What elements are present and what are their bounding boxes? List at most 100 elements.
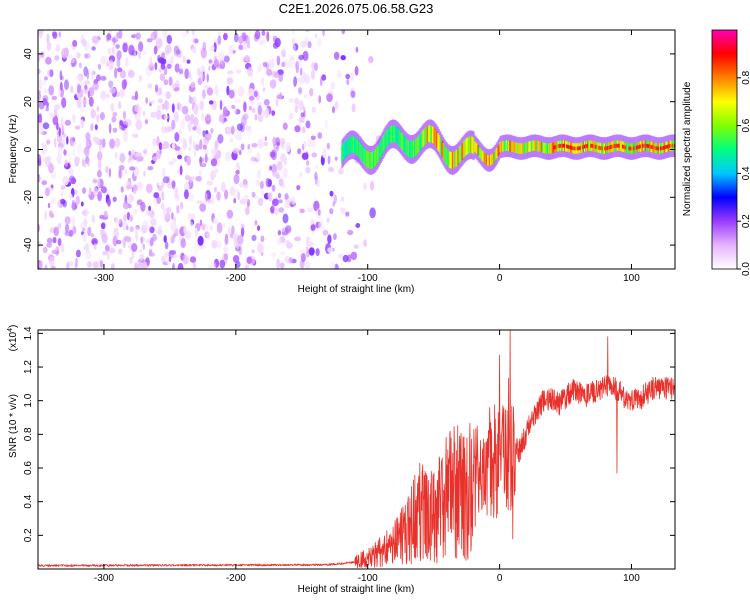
spectrogram-cell [347,138,350,155]
y-tick-label: 20 [23,96,34,108]
y-tick-label: -20 [23,190,34,205]
spectrogram-cell [326,217,330,223]
spectrogram-cell [40,51,45,58]
spectrogram-cell [159,104,164,112]
spectrogram-cell [326,93,333,102]
spectrogram-cell [70,58,75,64]
spectrogram-cell [46,237,53,244]
spectrogram-cell [233,133,238,140]
spectrogram-cell [436,131,438,149]
spectrogram-cell [413,140,415,158]
spectrogram-cell [214,140,219,150]
spectrogram-cell [185,175,191,181]
spectrogram-cell [644,143,646,148]
spectrogram-cell [48,112,56,118]
spectrogram-cell [161,167,166,178]
spectrogram-cell [181,118,185,130]
spectrogram-cell [303,140,307,150]
spectrogram-cell [354,66,359,76]
spectrogram-cell [147,83,153,89]
spectrogram-cell [663,145,665,150]
spectrogram-cell [538,141,541,152]
spectrogram-cell [90,108,96,119]
spectrogram-cell [138,75,143,82]
spectrogram-cell [107,30,112,34]
spectrogram-cell [206,73,209,83]
spectrogram-cell [63,149,67,156]
snr-frame [37,329,676,570]
spectrogram-cell [407,140,410,157]
spectrogram-cell [39,260,44,269]
spectrogram-cell [520,143,523,154]
spectrogram-cell [561,143,564,148]
spectrogram-cell [465,138,468,155]
colorbar-tick-label: 0.8 [741,70,750,84]
spectrogram-cell [114,137,121,148]
spectrogram-cell [108,81,113,87]
spectrogram-cell [146,38,153,43]
x-tick-label: -100 [358,573,378,584]
spectrogram-cell [168,76,173,86]
spectrogram-cell [591,143,593,148]
x-tick-label: -300 [94,273,114,284]
spectrogram-cell [329,208,334,215]
spectrogram-cell [269,151,276,158]
spectrogram-cell [661,146,663,151]
spectrogram-cell [178,68,184,75]
spectrogram-cell [148,248,153,257]
spectrogram-cell [417,136,419,154]
spectrogram-cell [651,145,654,149]
spectrogram-cell [235,69,242,74]
spectrogram-cell [300,40,307,48]
spectrogram-cell [72,148,75,157]
spectrogram-cell [305,120,311,129]
spectrogram-cell [310,135,316,141]
spectrogram-cell [522,143,525,154]
spectrogram-cell [226,126,233,135]
spectrogram-cell [367,151,370,169]
spectrogram-cell [386,129,389,147]
spectrogram-cell [482,151,485,163]
spectrogram-cell [381,138,383,155]
spectrogram-cell [298,116,305,124]
spectrogram-cell [317,38,322,47]
spectrogram-cell [328,166,335,173]
spectrogram-cell [147,166,154,171]
spectrogram-cell [154,84,159,93]
spectrogram-cell [127,203,132,209]
spectrogram-cell [437,133,439,150]
spectrogram-cell [124,78,127,88]
spectrogram-cell [593,141,596,152]
spectrogram-cell [510,140,512,152]
spectrogram-cell [668,144,670,149]
colorbar-bar [712,30,737,269]
spectrogram-cell [309,87,314,97]
spectrogram-cell [116,239,122,245]
spectrogram-cell [46,33,50,44]
spectrogram-cell [79,89,84,98]
spectrogram-cell [269,79,277,89]
spectrogram-cell [514,142,516,153]
spectrogram-cell [101,138,106,149]
spectrogram-cell [134,90,138,101]
spectrogram-cell [314,62,318,72]
spectrogram-cell [197,235,204,246]
spectrogram-cell [118,101,122,110]
spectrogram-cell [645,143,647,148]
spectrogram-cell [598,146,601,150]
spectrogram-cell [656,146,659,151]
spectrogram-cell [149,226,155,234]
spectrogram-cell [647,144,649,148]
snr-multiplier-base: (x10 [8,331,19,351]
spectrogram-cell [134,103,140,113]
spectrogram-cell [97,63,101,70]
spectrogram-cell [51,249,58,254]
spectrogram-cell [48,256,55,268]
spectrogram-cell [529,141,531,152]
spectrogram-cell [483,152,486,164]
spectrogram-cell [244,264,249,269]
spectrogram-cell [156,182,160,189]
spectrogram-cell [385,130,388,148]
spectrogram-cell [377,146,379,163]
spectrogram-cell [137,258,142,267]
